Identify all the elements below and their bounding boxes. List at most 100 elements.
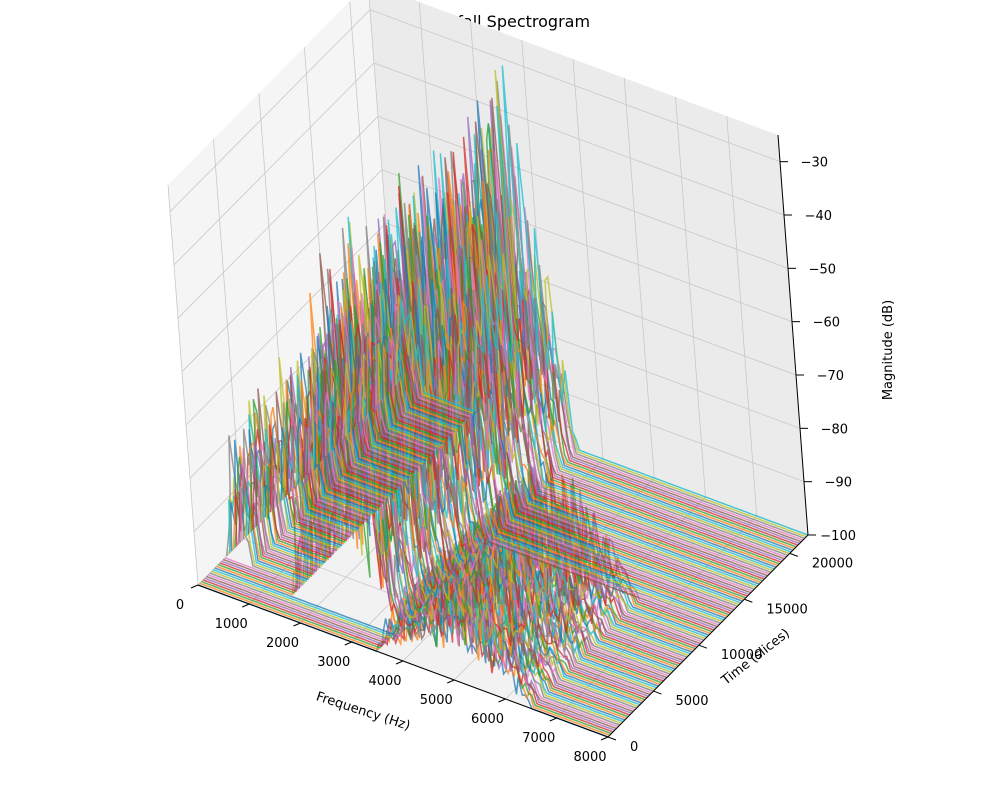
- series-line: [356, 198, 768, 577]
- axis-ticks: 0 1000 2000 3000 4000 5000 6000 7000 8000 0 5000 10…: [176, 134, 856, 765]
- series-line: [393, 80, 805, 540]
- x-tick: [190, 584, 199, 589]
- series-line: [268, 261, 681, 665]
- series-line: [272, 256, 684, 662]
- grid-line-freq-back: [675, 96, 706, 498]
- x-tick: [344, 641, 352, 646]
- grid-line-mag-back: [373, 62, 785, 216]
- series-line: [206, 566, 617, 730]
- series-line: [224, 328, 636, 711]
- series-line: [353, 136, 765, 580]
- grid-line-time-side: [167, 184, 199, 586]
- x-tick: [447, 679, 455, 684]
- series-line: [372, 116, 784, 562]
- z-tick-label: −80: [821, 422, 848, 437]
- x-tick-label: 8000: [573, 750, 606, 765]
- series-line: [341, 171, 753, 592]
- series-line: [266, 260, 678, 669]
- x-tick: [549, 717, 557, 722]
- series-line: [370, 205, 782, 563]
- series-line: [380, 124, 792, 553]
- z-tick-label: −100: [820, 529, 856, 544]
- series-line: [322, 175, 735, 611]
- series-line: [325, 229, 738, 608]
- series-line: [248, 243, 661, 686]
- x-tick: [600, 736, 609, 741]
- series-lines: [197, 65, 809, 738]
- grid-line-freq-back: [623, 77, 655, 479]
- series-line: [387, 195, 799, 546]
- series-line: [344, 192, 757, 589]
- series-line: [395, 70, 807, 538]
- series-line: [360, 217, 772, 574]
- series-line: [279, 234, 691, 655]
- series-line: [276, 283, 689, 657]
- series-line: [374, 182, 787, 558]
- x-axis-line: [197, 584, 609, 738]
- series-line: [257, 247, 669, 677]
- series-line: [274, 214, 686, 660]
- series-line: [358, 179, 770, 575]
- series-line: [351, 259, 763, 582]
- series-line: [346, 153, 758, 587]
- x-axis-label: Frequency (Hz): [314, 689, 412, 734]
- series-line: [296, 207, 708, 638]
- x-tick-label: 6000: [471, 712, 504, 727]
- series-line: [381, 100, 794, 552]
- x-tick: [498, 698, 506, 703]
- series-line: [387, 100, 800, 545]
- series-line: [391, 115, 804, 541]
- y-tick-label: 0: [630, 740, 638, 755]
- series-line: [343, 150, 755, 591]
- z-tick-label: −70: [817, 369, 844, 384]
- series-line: [328, 244, 740, 606]
- x-tick-label: 7000: [522, 731, 555, 746]
- series-line: [361, 145, 773, 572]
- series-line: [313, 195, 725, 621]
- y-tick: [698, 644, 708, 649]
- series-line: [227, 321, 639, 708]
- series-line: [319, 239, 731, 614]
- series-line: [377, 127, 790, 555]
- y-tick: [789, 552, 798, 557]
- z-tick-label: −30: [801, 156, 828, 171]
- x-tick: [242, 603, 250, 608]
- series-line: [232, 272, 644, 703]
- series-line: [307, 272, 720, 626]
- series-line: [204, 559, 615, 731]
- x-tick-label: 5000: [420, 693, 453, 708]
- series-line: [355, 223, 767, 579]
- grid-line-mag-side: [177, 116, 379, 319]
- z-tick-label: −40: [805, 209, 832, 224]
- z-axis-label: Magnitude (dB): [881, 300, 896, 400]
- series-line: [368, 179, 780, 565]
- series-line: [245, 216, 657, 689]
- grid-line-mag-side: [169, 9, 371, 212]
- z-tick-label: −60: [813, 316, 840, 331]
- series-line: [376, 186, 789, 557]
- x-tick: [293, 622, 301, 627]
- y-tick-label: 5000: [675, 694, 708, 709]
- x-tick-label: 1000: [215, 617, 248, 632]
- series-line: [318, 214, 730, 616]
- series-line: [334, 203, 747, 599]
- x-tick: [395, 660, 404, 665]
- series-line: [297, 228, 710, 636]
- series-line: [333, 198, 745, 601]
- grid-line-freq-back: [572, 58, 604, 460]
- series-line: [306, 203, 718, 628]
- series-line: [347, 198, 760, 585]
- series-line: [366, 148, 778, 567]
- series-line: [365, 158, 777, 569]
- series-line: [331, 187, 743, 602]
- series-line: [308, 202, 721, 625]
- series-line: [264, 249, 676, 670]
- z-tick-label: −90: [825, 476, 852, 491]
- z-axis-line: [777, 134, 809, 536]
- series-line: [350, 171, 762, 584]
- series-line: [253, 274, 666, 681]
- series-line: [338, 293, 750, 596]
- series-line: [382, 142, 795, 550]
- series-line: [397, 65, 809, 536]
